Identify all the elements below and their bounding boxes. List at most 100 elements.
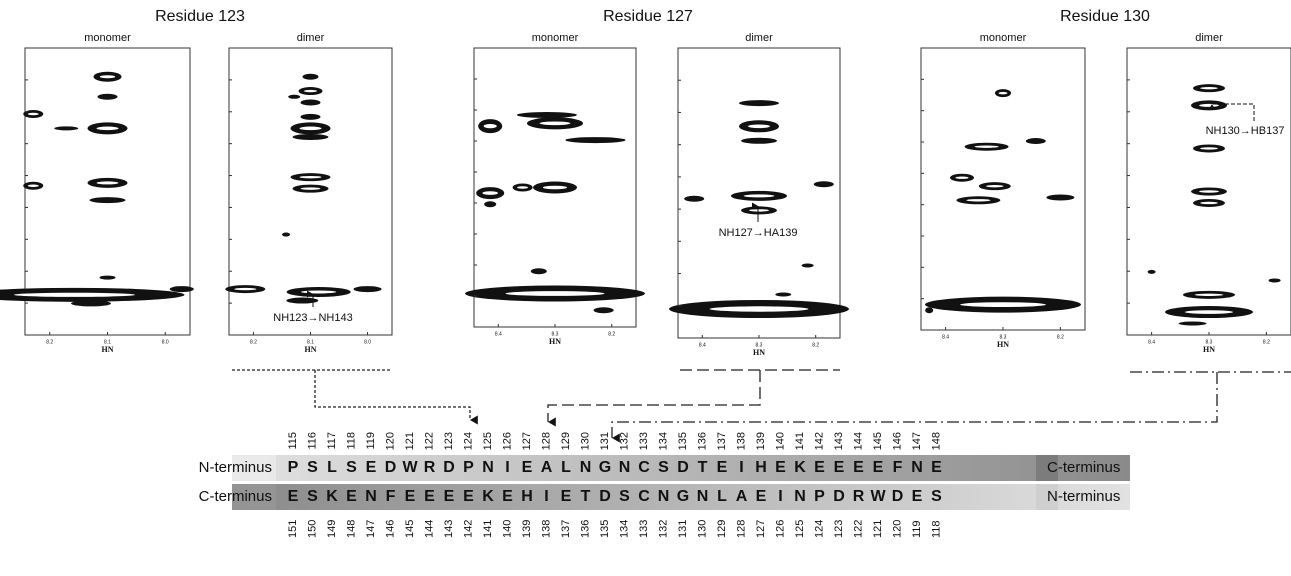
residue-number: 144 [423, 520, 435, 538]
residue-number: 138 [735, 432, 747, 450]
residue: N [658, 488, 670, 505]
residue-number: 126 [501, 432, 513, 450]
residue-number: 141 [794, 432, 806, 450]
residue-number: 116 [306, 432, 318, 450]
peak-core [234, 288, 256, 290]
residue-number: 137 [716, 432, 728, 450]
residue-number: 121 [404, 432, 416, 450]
residue-number: 118 [345, 432, 357, 450]
peak [802, 264, 814, 268]
x-tick-label: 8.4 [1148, 339, 1155, 345]
peak [71, 300, 111, 306]
group-title: Residue 123 [155, 8, 245, 25]
residue-number: 138 [540, 520, 552, 538]
peak-core [301, 187, 321, 189]
terminus-label: C-terminus [1047, 459, 1120, 476]
residue-number: 149 [326, 520, 338, 538]
residue: I [739, 459, 743, 476]
residue: S [619, 488, 630, 505]
x-axis-label: HN [102, 345, 114, 354]
residue: L [327, 459, 337, 476]
peak-core [986, 185, 1004, 187]
residue-number: 128 [735, 520, 747, 538]
peak-core [97, 127, 119, 131]
peak-core [966, 199, 990, 201]
x-axis-label: HN [305, 345, 317, 354]
residue-number: 133 [638, 520, 650, 538]
residue: L [717, 488, 727, 505]
peak [90, 197, 126, 203]
x-tick-label: 8.2 [46, 339, 53, 345]
terminus-label: N-terminus [199, 459, 272, 476]
residue-number: 127 [521, 432, 533, 450]
residue-number: 129 [560, 432, 572, 450]
annotation: NH130→HB137 [1206, 125, 1285, 137]
x-tick-label: 8.2 [250, 339, 257, 345]
x-axis-label: HN [753, 348, 765, 357]
peak [301, 114, 321, 120]
residue: E [756, 488, 767, 505]
residue-number: 142 [813, 432, 825, 450]
residue: N [580, 459, 592, 476]
residue-number: 146 [891, 432, 903, 450]
residue: R [424, 459, 436, 476]
peak [925, 307, 933, 313]
peak [684, 196, 704, 202]
residue-number: 128 [540, 432, 552, 450]
peak-core [749, 209, 769, 211]
spectrum-panel: dimer8.48.38.2HNNH127→HA139 [669, 32, 849, 357]
residue: E [561, 488, 572, 505]
x-tick-label: 8.2 [608, 331, 615, 337]
residue: W [870, 488, 886, 505]
residue: K [482, 488, 494, 505]
residue: I [778, 488, 782, 505]
residue-number: 143 [443, 520, 455, 538]
peak-core [300, 176, 322, 178]
peak-core [744, 194, 775, 197]
residue-number: 117 [326, 432, 338, 450]
peak-core [97, 181, 119, 184]
residue-number: 135 [677, 432, 689, 450]
group-title: Residue 130 [1060, 8, 1150, 25]
residue-number: 132 [657, 520, 669, 538]
residue: D [892, 488, 904, 505]
residue-number: 151 [287, 520, 299, 538]
peak [288, 95, 300, 99]
residue: D [443, 459, 455, 476]
residue-number: 123 [443, 432, 455, 450]
peak [594, 307, 614, 313]
peak [566, 137, 626, 143]
panel-label: dimer [1195, 32, 1223, 44]
residue-number: 122 [423, 432, 435, 450]
residue: E [834, 459, 845, 476]
residue-number: 123 [833, 520, 845, 538]
residue-number: 120 [384, 432, 396, 450]
peak [775, 293, 791, 297]
peak [282, 233, 290, 237]
residue: E [775, 459, 786, 476]
group-title: Residue 127 [603, 8, 693, 25]
annotation: NH127→HA139 [719, 227, 798, 239]
peak-core [28, 113, 39, 115]
residue: T [698, 459, 708, 476]
peak-core [517, 186, 528, 188]
residue-number: 143 [833, 432, 845, 450]
peak-core [100, 75, 115, 78]
peak-core [484, 124, 497, 128]
residue-number: 130 [579, 432, 591, 450]
spectrum-panel: dimer8.28.18.0HNNH123→NH143 [225, 32, 392, 354]
peak [1269, 278, 1281, 282]
x-tick-label: 8.4 [699, 342, 706, 348]
residue: C [638, 459, 650, 476]
panel-label: monomer [532, 32, 579, 44]
x-axis-label: HN [549, 337, 561, 346]
residue: N [911, 459, 923, 476]
residue-number: 124 [462, 432, 474, 450]
residue-number: 139 [755, 432, 767, 450]
residue-number: 122 [852, 520, 864, 538]
panel-label: monomer [980, 32, 1027, 44]
peak-core [304, 90, 317, 92]
residue: D [599, 488, 611, 505]
